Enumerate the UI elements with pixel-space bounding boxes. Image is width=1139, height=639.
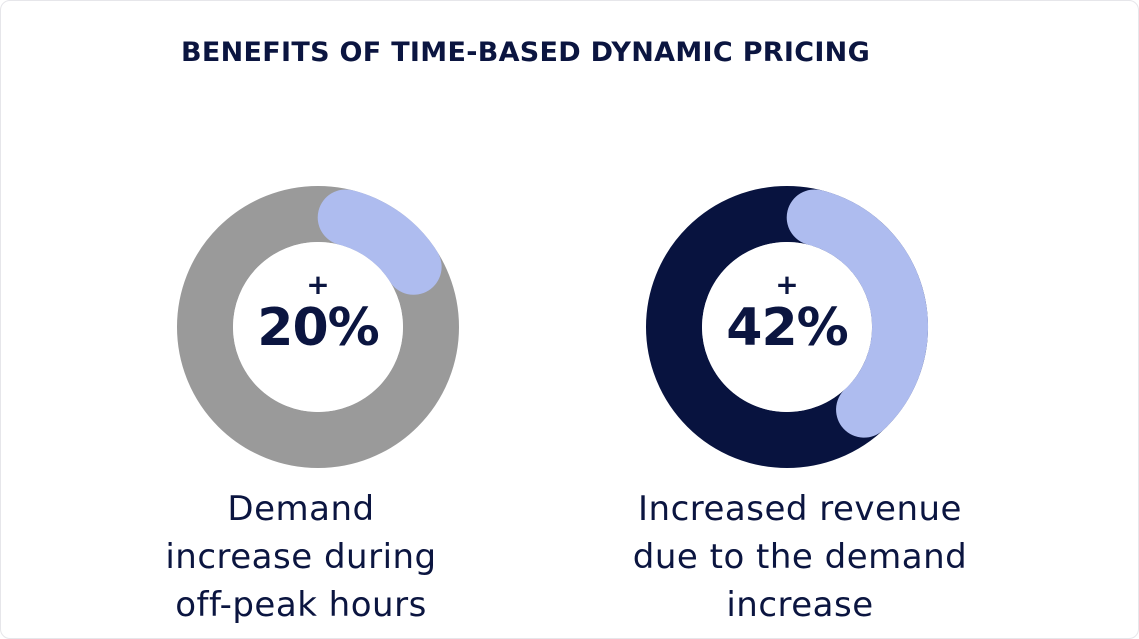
caption-line: Increased revenue (638, 489, 962, 529)
plus-sign: + (306, 268, 330, 301)
caption-revenue: Increased revenue due to the demand incr… (570, 485, 1030, 629)
percent-value: 42% (726, 298, 848, 358)
plus-sign: + (775, 268, 799, 301)
donut-value-arc (317, 189, 442, 295)
donut-chart-demand (177, 186, 459, 468)
donut-center (702, 242, 872, 412)
donut-chart-revenue (646, 186, 928, 468)
caption-line: Demand (227, 489, 375, 529)
donut-value-arc (786, 189, 928, 438)
caption-line: off-peak hours (175, 585, 427, 625)
caption-line: due to the demand (632, 537, 968, 577)
caption-demand: Demand increase during off-peak hours (71, 485, 531, 629)
percent-value: 20% (257, 298, 379, 358)
caption-line: increase during (165, 537, 437, 577)
donut-center-label-demand: + 20% (218, 268, 418, 358)
donut-center-label-revenue: + 42% (687, 268, 887, 358)
caption-line: increase (726, 585, 874, 625)
donut-center (233, 242, 403, 412)
page-title: BENEFITS OF TIME-BASED DYNAMIC PRICING (181, 37, 871, 68)
